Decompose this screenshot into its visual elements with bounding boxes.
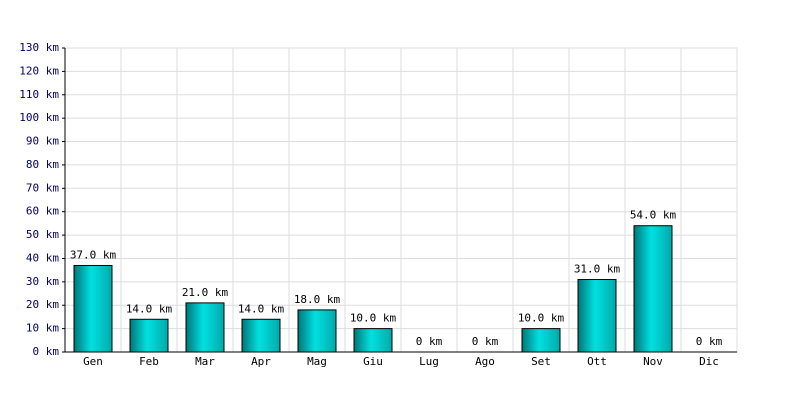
- bar: [129, 318, 169, 353]
- bar: [521, 328, 561, 353]
- bar: [185, 302, 225, 353]
- y-tick-label: 70 km: [26, 181, 59, 194]
- value-label: 21.0 km: [182, 286, 229, 299]
- y-tick-label: 50 km: [26, 228, 59, 241]
- value-label: 18.0 km: [294, 293, 341, 306]
- y-tick-label: 100 km: [19, 111, 59, 124]
- value-label: 0 km: [416, 335, 443, 348]
- value-label: 14.0 km: [238, 302, 285, 315]
- y-tick-label: 0 km: [33, 345, 60, 358]
- x-tick-label: Mag: [307, 355, 327, 368]
- y-tick-label: 60 km: [26, 205, 59, 218]
- value-label: 0 km: [696, 335, 723, 348]
- x-tick-label: Apr: [251, 355, 271, 368]
- x-tick-label: Mar: [195, 355, 215, 368]
- x-tick-label: Nov: [643, 355, 663, 368]
- y-tick-label: 110 km: [19, 88, 59, 101]
- x-tick-label: Feb: [139, 355, 159, 368]
- x-tick-label: Dic: [699, 355, 719, 368]
- bar: [241, 318, 281, 353]
- bar: [353, 328, 393, 353]
- value-label: 31.0 km: [574, 263, 621, 276]
- value-label: 14.0 km: [126, 302, 173, 315]
- bar: [577, 279, 617, 353]
- y-tick-label: 20 km: [26, 298, 59, 311]
- y-tick-label: 30 km: [26, 275, 59, 288]
- bar: [633, 225, 673, 353]
- x-tick-label: Lug: [419, 355, 439, 368]
- bar: [73, 264, 113, 353]
- x-tick-label: Giu: [363, 355, 383, 368]
- y-tick-label: 10 km: [26, 322, 59, 335]
- y-tick-label: 120 km: [19, 64, 59, 77]
- y-tick-label: 130 km: [19, 41, 59, 54]
- y-tick-label: 90 km: [26, 135, 59, 148]
- value-label: 10.0 km: [350, 312, 397, 325]
- value-label: 37.0 km: [70, 248, 117, 261]
- value-label: 54.0 km: [630, 209, 677, 222]
- x-tick-label: Ott: [587, 355, 607, 368]
- value-label: 10.0 km: [518, 312, 565, 325]
- bar: [297, 309, 337, 353]
- y-tick-label: 80 km: [26, 158, 59, 171]
- x-tick-label: Gen: [83, 355, 103, 368]
- x-tick-label: Ago: [475, 355, 495, 368]
- y-tick-label: 40 km: [26, 251, 59, 264]
- value-label: 0 km: [472, 335, 499, 348]
- x-tick-label: Set: [531, 355, 551, 368]
